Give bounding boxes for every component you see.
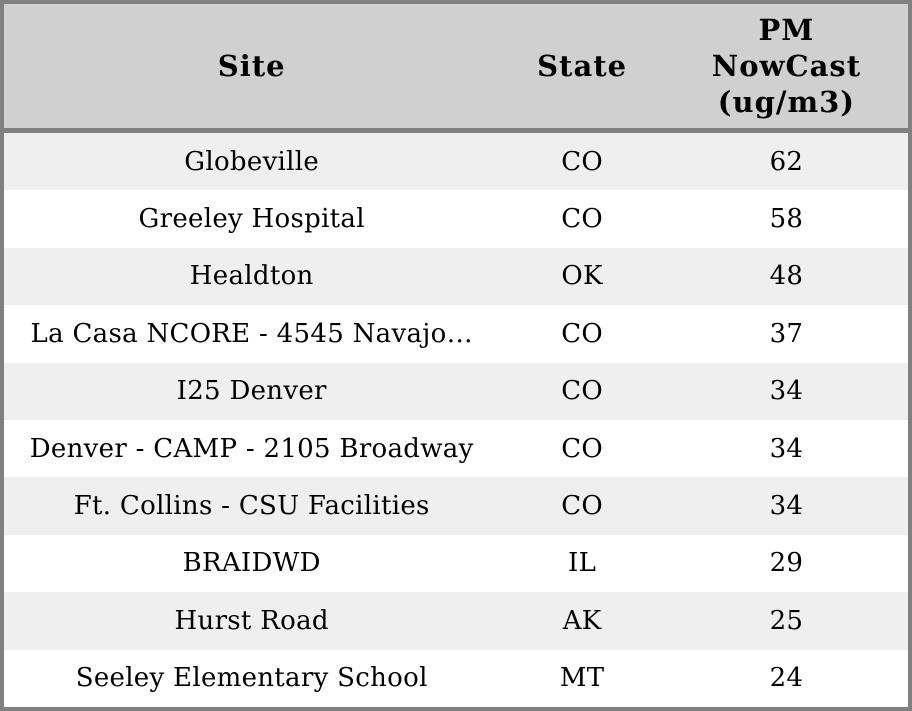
state-cell: MT — [559, 663, 605, 694]
table-row: La Casa NCORE - 4545 Navajo… CO 37 — [4, 305, 908, 363]
header-site: Site — [4, 4, 500, 133]
header-pm-nowcast: PM NowCast (ug/m3) — [664, 4, 908, 133]
table-header: Site State PM NowCast (ug/m3) — [4, 4, 908, 133]
site-cell: Globeville — [184, 146, 320, 177]
header-state: State — [499, 4, 665, 133]
pm-cell: 48 — [769, 261, 804, 292]
state-cell: CO — [561, 318, 603, 349]
site-cell: Ft. Collins - CSU Facilities — [73, 491, 430, 522]
table-row: Hurst Road AK 25 — [4, 592, 908, 650]
table-row: Seeley Elementary School MT 24 — [4, 649, 908, 707]
pm-cell: 24 — [769, 663, 804, 694]
table-body: Globeville CO 62 Greeley Hospital CO 58 … — [4, 130, 908, 707]
site-cell: La Casa NCORE - 4545 Navajo… — [30, 318, 473, 349]
table-row: Globeville CO 62 — [4, 130, 908, 191]
state-cell: OK — [561, 261, 603, 292]
pm-cell: 58 — [769, 204, 804, 235]
site-cell: Seeley Elementary School — [75, 663, 428, 694]
pm-cell: 25 — [769, 605, 804, 636]
pm-cell: 29 — [769, 548, 804, 579]
table-row: Greeley Hospital CO 58 — [4, 190, 908, 248]
table-row: BRAIDWD IL 29 — [4, 534, 908, 593]
table-row: I25 Denver CO 34 — [4, 362, 908, 420]
table-row: Ft. Collins - CSU Facilities CO 34 — [4, 477, 908, 535]
site-cell: Healdton — [189, 261, 314, 292]
site-cell: Hurst Road — [174, 605, 329, 636]
site-cell: Denver - CAMP - 2105 Broadway — [29, 433, 474, 464]
pm-cell: 34 — [769, 376, 804, 407]
table-row: Denver - CAMP - 2105 Broadway CO 34 — [4, 419, 908, 478]
header-row: Site State PM NowCast (ug/m3) — [4, 4, 908, 133]
state-cell: CO — [561, 146, 603, 177]
state-cell: CO — [561, 204, 603, 235]
state-cell: CO — [561, 376, 603, 407]
site-cell: Greeley Hospital — [138, 204, 365, 235]
pm-cell: 34 — [769, 433, 804, 464]
pm-cell: 34 — [769, 491, 804, 522]
pm-nowcast-table: Site State PM NowCast (ug/m3) Globeville… — [4, 4, 908, 707]
site-cell: BRAIDWD — [182, 548, 321, 579]
state-cell: AK — [562, 605, 602, 636]
pm-cell: 62 — [769, 146, 804, 177]
site-cell: I25 Denver — [176, 376, 327, 407]
state-cell: IL — [568, 548, 597, 579]
table-row: Healdton OK 48 — [4, 247, 908, 306]
pm-cell: 37 — [769, 318, 804, 349]
state-cell: CO — [561, 491, 603, 522]
state-cell: CO — [561, 433, 603, 464]
